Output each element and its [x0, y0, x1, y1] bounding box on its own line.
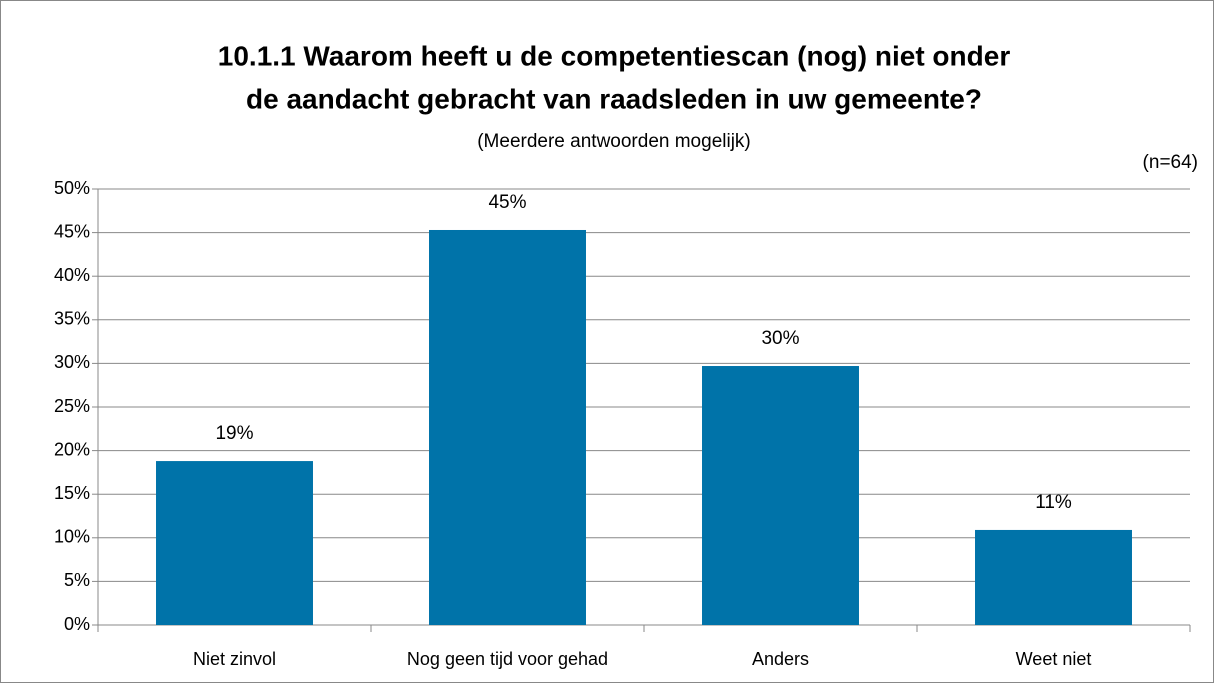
value-label: 11%	[1035, 492, 1072, 513]
x-tick-label: Weet niet	[1016, 649, 1092, 669]
value-label: 45%	[488, 192, 526, 213]
y-tick-label: 50%	[54, 178, 90, 198]
chart-title: 10.1.1 Waarom heeft u de competentiescan…	[218, 40, 1011, 71]
bar	[975, 529, 1132, 625]
value-label: 30%	[761, 328, 799, 349]
x-tick-label: Nog geen tijd voor gehad	[407, 649, 608, 669]
y-tick-label: 0%	[64, 614, 90, 634]
x-tick-label: Anders	[752, 649, 809, 669]
y-tick-label: 10%	[54, 527, 90, 547]
y-tick-label: 5%	[64, 570, 90, 590]
y-tick-label: 40%	[54, 265, 90, 285]
bar	[156, 461, 313, 625]
bar	[702, 366, 859, 625]
y-tick-label: 35%	[54, 309, 90, 329]
value-label: 19%	[215, 423, 253, 444]
chart-subtitle: (Meerdere antwoorden mogelijk)	[477, 131, 751, 152]
y-tick-label: 15%	[54, 483, 90, 503]
y-tick-label: 30%	[54, 352, 90, 372]
y-tick-label: 45%	[54, 221, 90, 241]
y-tick-label: 20%	[54, 439, 90, 459]
bar	[429, 229, 586, 625]
y-tick-label: 25%	[54, 396, 90, 416]
annotation: (n=64)	[1143, 152, 1198, 173]
x-tick-label: Niet zinvol	[193, 649, 276, 669]
chart-title: de aandacht gebracht van raadsleden in u…	[246, 83, 982, 114]
